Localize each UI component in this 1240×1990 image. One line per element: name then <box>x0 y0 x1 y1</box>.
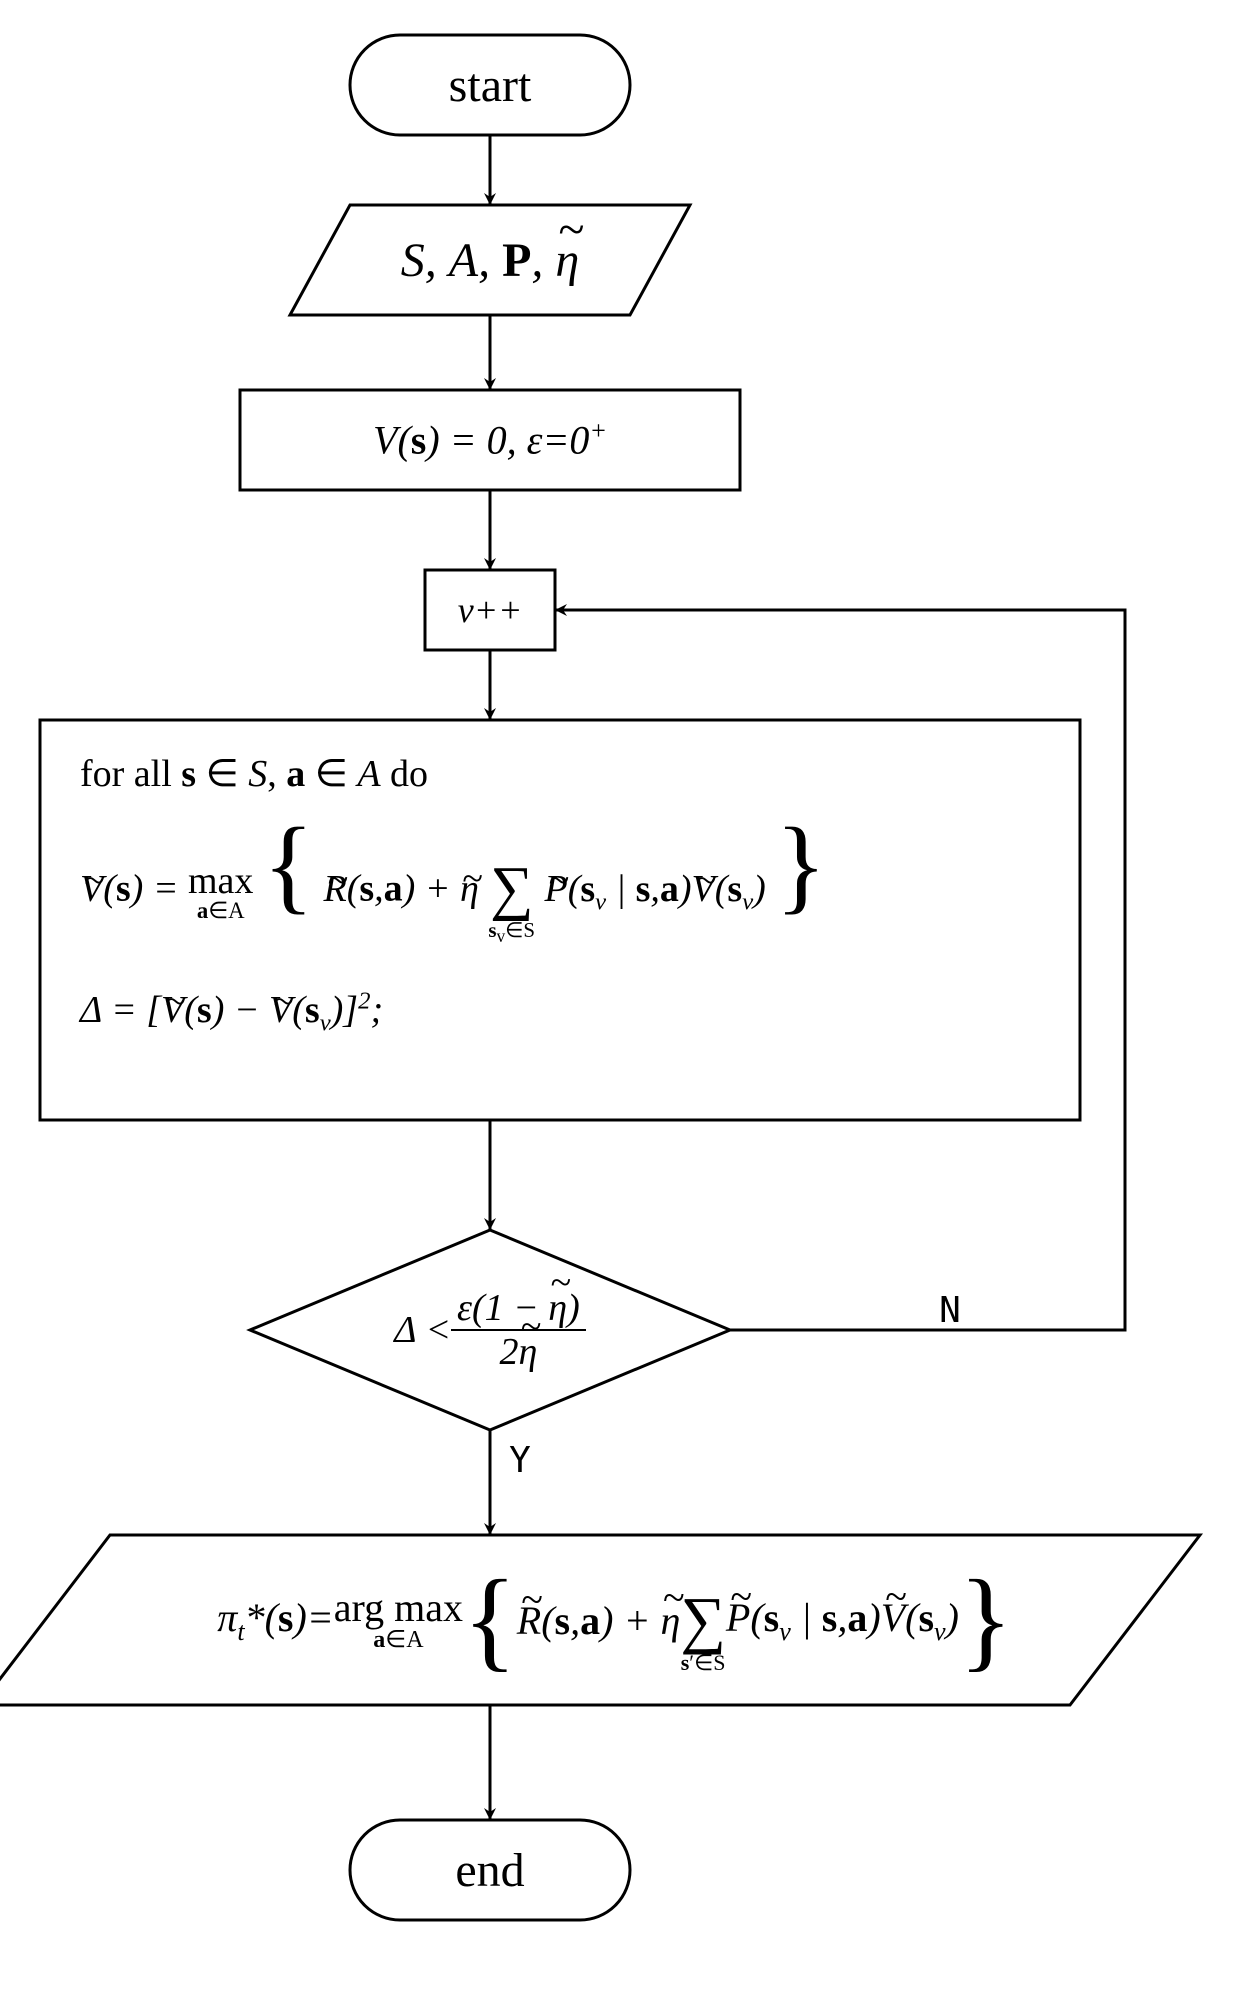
decision-label: Δ < ε(1 − η~) 2η~ <box>250 1230 730 1430</box>
loop-bellman: V~(s) = maxa∈A { R~(s,a) + η~ ∑sv∈S P~(s… <box>80 838 1060 945</box>
loop-line1: for all s ∈ S, a ∈ A do <box>80 740 1060 808</box>
decision-yes-label: Y <box>500 1440 540 1480</box>
input-label: S, A, P, η~ <box>300 205 680 315</box>
inc-label: v++ <box>425 570 555 650</box>
loop-delta: Δ = [V~(s) − V~(sv)]2; <box>80 976 1060 1046</box>
decision-no-label: N <box>930 1290 970 1330</box>
output-label: πt*(s)= arg maxa∈A { R~(s,a) + η~ ∑s′∈S … <box>70 1535 1160 1705</box>
start-label: start <box>350 35 630 135</box>
init-label: V(s) = 0, ε=0+ <box>240 390 740 490</box>
end-label: end <box>350 1820 630 1920</box>
loop-body: for all s ∈ S, a ∈ A do V~(s) = maxa∈A {… <box>80 740 1060 1100</box>
